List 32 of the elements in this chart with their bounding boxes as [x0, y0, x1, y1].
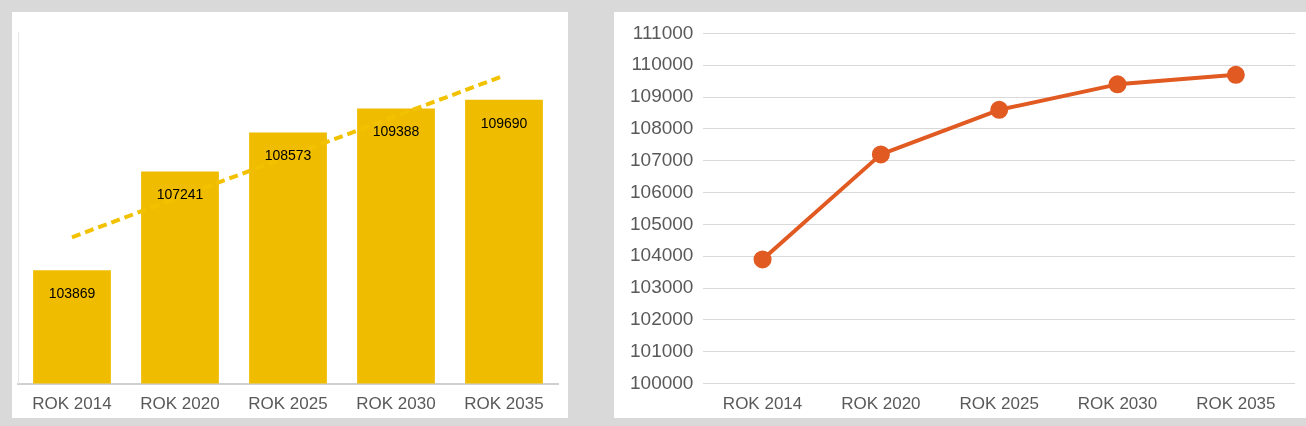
x-tick-label: ROK 2014 — [722, 394, 803, 414]
y-tick-label: 110000 — [631, 53, 694, 75]
y-tick-label: 107000 — [630, 148, 694, 170]
x-tick-label: ROK 2014 — [32, 394, 112, 414]
x-tick-label: ROK 2030 — [356, 394, 436, 414]
data-label: 109388 — [372, 123, 420, 140]
y-tick-label: 111000 — [632, 21, 694, 43]
point — [871, 145, 890, 164]
data-label: 109690 — [480, 114, 528, 131]
point — [1226, 65, 1245, 84]
x-tick-label: ROK 2035 — [464, 394, 544, 414]
x-tick-label: ROK 2035 — [1196, 394, 1276, 414]
data-label: 107241 — [156, 186, 204, 203]
y-tick-label: 101000 — [630, 340, 694, 361]
x-tick-label: ROK 2020 — [140, 394, 220, 414]
y-tick-label: 106000 — [630, 180, 694, 202]
y-tick-label: 105000 — [630, 212, 694, 234]
x-tick-label: ROK 2025 — [959, 394, 1039, 414]
point — [990, 100, 1009, 119]
x-tick-label: ROK 2025 — [248, 394, 328, 414]
point — [1108, 75, 1127, 94]
data-label: 103869 — [48, 285, 96, 302]
x-tick-label: ROK 2030 — [1077, 394, 1158, 414]
data-label: 108573 — [264, 147, 312, 164]
x-tick-label: ROK 2020 — [841, 394, 921, 414]
y-tick-label: 100000 — [630, 371, 694, 393]
y-tick-label: 104000 — [630, 244, 694, 266]
y-tick-label: 103000 — [630, 276, 694, 298]
y-tick-label: 109000 — [630, 85, 694, 107]
point — [753, 250, 772, 269]
y-tick-label: 108000 — [630, 117, 694, 139]
y-tick-label: 102000 — [630, 308, 694, 330]
